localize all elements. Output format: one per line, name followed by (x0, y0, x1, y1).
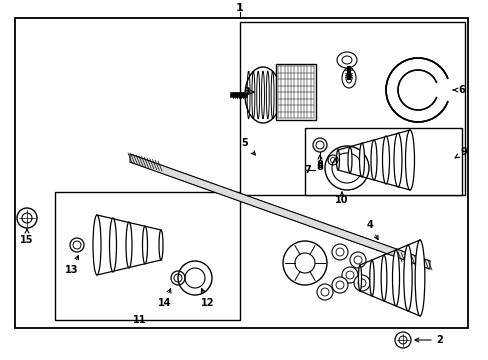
Text: 1: 1 (236, 3, 244, 13)
Bar (15, 18, 467, 328)
Ellipse shape (414, 240, 424, 316)
Ellipse shape (358, 265, 361, 291)
Ellipse shape (126, 222, 132, 268)
Text: 10: 10 (335, 192, 348, 205)
Ellipse shape (393, 133, 401, 187)
Bar (275, 64, 315, 120)
Ellipse shape (336, 150, 339, 170)
Text: 3: 3 (243, 87, 253, 97)
Circle shape (325, 146, 368, 190)
Text: 14: 14 (158, 289, 171, 308)
Circle shape (385, 58, 449, 122)
Ellipse shape (142, 226, 147, 264)
Text: 2: 2 (414, 335, 443, 345)
Ellipse shape (382, 136, 389, 184)
Circle shape (394, 332, 410, 348)
Circle shape (349, 252, 365, 268)
Ellipse shape (93, 215, 101, 275)
Circle shape (283, 241, 326, 285)
Circle shape (331, 244, 347, 260)
Circle shape (17, 208, 37, 228)
Ellipse shape (159, 230, 163, 260)
Ellipse shape (370, 140, 376, 180)
Text: 8: 8 (316, 160, 323, 170)
Text: 15: 15 (20, 229, 34, 245)
Ellipse shape (369, 260, 373, 296)
Text: 7: 7 (304, 165, 311, 175)
Circle shape (331, 277, 347, 293)
Ellipse shape (347, 147, 351, 173)
Text: 9: 9 (454, 147, 467, 158)
Bar (240, 22, 464, 195)
Ellipse shape (336, 52, 356, 68)
Circle shape (178, 261, 212, 295)
Ellipse shape (341, 68, 355, 88)
Wedge shape (431, 78, 452, 102)
Ellipse shape (392, 250, 399, 306)
Ellipse shape (380, 255, 386, 301)
Text: 6: 6 (452, 85, 465, 95)
Text: 12: 12 (201, 289, 214, 308)
Bar (55, 192, 240, 320)
Text: 13: 13 (65, 256, 79, 275)
Ellipse shape (403, 245, 411, 311)
Circle shape (341, 267, 357, 283)
Ellipse shape (109, 218, 116, 272)
Text: 4: 4 (366, 220, 377, 239)
Circle shape (353, 275, 369, 291)
Circle shape (316, 284, 332, 300)
Ellipse shape (359, 143, 364, 177)
Text: 8: 8 (316, 155, 323, 172)
Bar (305, 128, 461, 195)
Ellipse shape (244, 67, 281, 123)
Ellipse shape (405, 130, 414, 190)
Text: 11: 11 (133, 315, 146, 325)
Polygon shape (130, 154, 429, 269)
Text: 5: 5 (241, 138, 255, 155)
